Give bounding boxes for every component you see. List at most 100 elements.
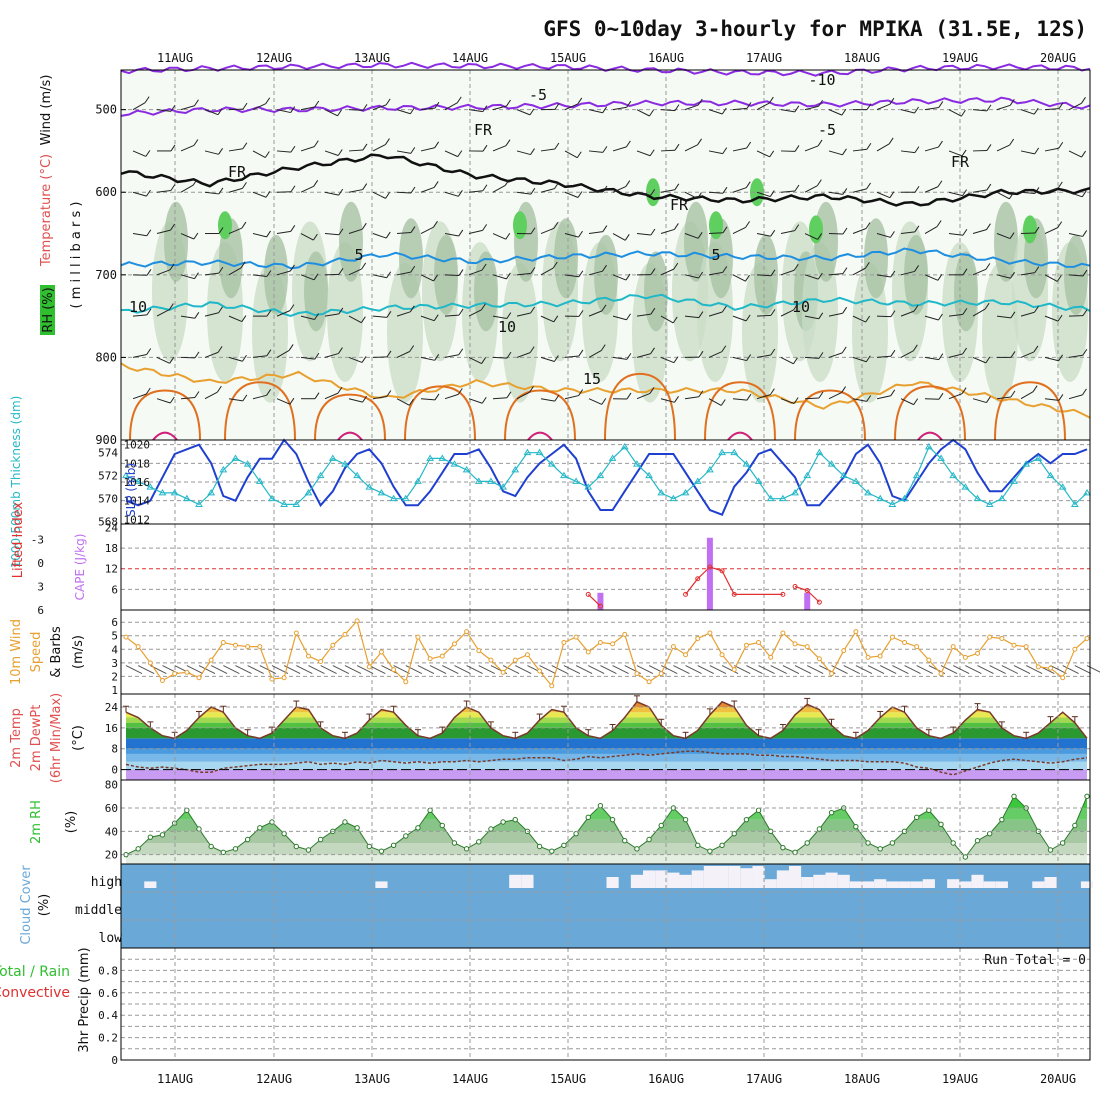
- wind-barb-flag: [1033, 107, 1039, 115]
- wind-barb-flag: [1010, 351, 1016, 358]
- contour-label: 15: [583, 370, 601, 388]
- wind-barb-flag: [1082, 309, 1088, 316]
- wind-barb: [372, 396, 387, 400]
- rh-point: [743, 816, 750, 823]
- wind-barb: [492, 274, 507, 280]
- wind-speed-point: [220, 640, 226, 646]
- wind-barb-flag: [1058, 394, 1064, 401]
- pressure-tick: 700: [95, 268, 117, 282]
- rh2m-units-label: (%): [64, 811, 79, 834]
- wind-barb-flag: [338, 347, 343, 354]
- temp-tick: 8: [111, 743, 118, 756]
- wind-speed-point: [549, 683, 555, 689]
- high-cloud-gap: [898, 881, 911, 888]
- wind-barb-flag: [626, 392, 632, 400]
- cloud-series: [144, 866, 1094, 888]
- wind-barb: [996, 104, 1011, 111]
- wind-barb: [673, 665, 690, 674]
- wind-barb-flag: [194, 99, 199, 107]
- wind-speed-label: Speed: [29, 632, 44, 673]
- rh-tick: 40: [105, 825, 118, 838]
- wind-barb: [252, 394, 267, 400]
- li-line: [794, 585, 820, 603]
- wind-barb: [636, 392, 651, 400]
- wind-barb-flag: [890, 231, 895, 238]
- hot-contour: [917, 431, 943, 441]
- wind-speed-point: [768, 654, 774, 660]
- wind-barb-flag: [841, 386, 846, 393]
- rh-point: [451, 840, 458, 846]
- wind-barb: [989, 665, 1006, 674]
- date-label-bottom: 18AUG: [844, 1072, 880, 1086]
- rh-point: [476, 839, 482, 845]
- wind-barb: [156, 309, 170, 317]
- high-cloud-gap: [776, 870, 789, 888]
- wind-barb-flag: [986, 396, 991, 403]
- wind-barb-flag: [1032, 385, 1038, 392]
- contour-label: -10: [808, 71, 835, 89]
- wind-speed-point: [561, 640, 567, 646]
- wind-label: Wind (m/s): [39, 75, 54, 146]
- contour-label: FR: [670, 196, 689, 214]
- wind-barb: [156, 109, 171, 112]
- wind-barb-flag: [986, 223, 991, 230]
- rh-point: [512, 816, 518, 823]
- wind-speed-point: [853, 629, 859, 635]
- wind-barb: [396, 398, 410, 406]
- temp-band: [126, 753, 1087, 762]
- wind-speed-point: [756, 640, 762, 646]
- wind-barb: [252, 191, 267, 198]
- wind-barb-flag: [914, 225, 920, 233]
- wind-barb: [540, 267, 554, 276]
- rh-point: [293, 843, 300, 850]
- wind-units-label: (m/s): [71, 635, 86, 669]
- thickness-point: [827, 460, 836, 467]
- wind-barb-flag: [960, 109, 966, 117]
- wind-barb-flag: [505, 232, 511, 240]
- wind-barb: [684, 144, 698, 152]
- wind-barb: [708, 191, 724, 194]
- wind-barb-flag: [866, 182, 872, 190]
- wind-barb-flag: [769, 150, 775, 158]
- wind-barb-flag: [433, 220, 438, 228]
- wind-barb-flag: [530, 148, 535, 155]
- wind-barb-flag: [242, 182, 247, 189]
- wind-barb: [417, 665, 435, 674]
- rh-point: [646, 836, 652, 843]
- wind-barb-flag: [1058, 141, 1064, 149]
- thickness-point: [718, 448, 726, 456]
- thickness-point: [255, 477, 264, 484]
- wind-barb: [540, 356, 555, 362]
- wind-barb: [876, 274, 891, 278]
- wind-barb: [252, 233, 267, 238]
- wind-barb-flag: [673, 223, 679, 230]
- wind-barb: [132, 191, 147, 197]
- rh-area: [982, 262, 1018, 403]
- temperature-contour: [120, 362, 1091, 419]
- wind-barb: [300, 356, 315, 360]
- li-point: [707, 564, 713, 570]
- wind-barb-flag: [410, 265, 416, 273]
- wind-barb: [996, 274, 1011, 279]
- thickness-tick: 568: [98, 516, 118, 529]
- wind-barb: [442, 665, 459, 674]
- wind-barb-flag: [481, 303, 486, 311]
- thickness-point: [766, 494, 775, 502]
- cape-tick: 24: [105, 521, 119, 534]
- wind-barb-flag: [530, 267, 536, 274]
- wind-speed-point: [950, 644, 956, 650]
- wind-barb-flag: [961, 387, 967, 394]
- thickness-point: [328, 454, 337, 461]
- li-point: [683, 591, 689, 597]
- thickness-point: [438, 454, 447, 461]
- wind-barb: [228, 398, 243, 402]
- cloud-cover-label: Cloud Cover: [19, 865, 34, 945]
- wind-barb: [1044, 398, 1059, 401]
- run-total-label: Run Total = 0: [984, 953, 1086, 968]
- wind-barb: [588, 231, 603, 235]
- wind-speed-point: [354, 618, 360, 624]
- wind-barb: [252, 103, 266, 111]
- wind-barb-flag: [674, 396, 679, 403]
- wind-speed-point: [597, 640, 603, 646]
- wind-barb-flag: [842, 306, 848, 314]
